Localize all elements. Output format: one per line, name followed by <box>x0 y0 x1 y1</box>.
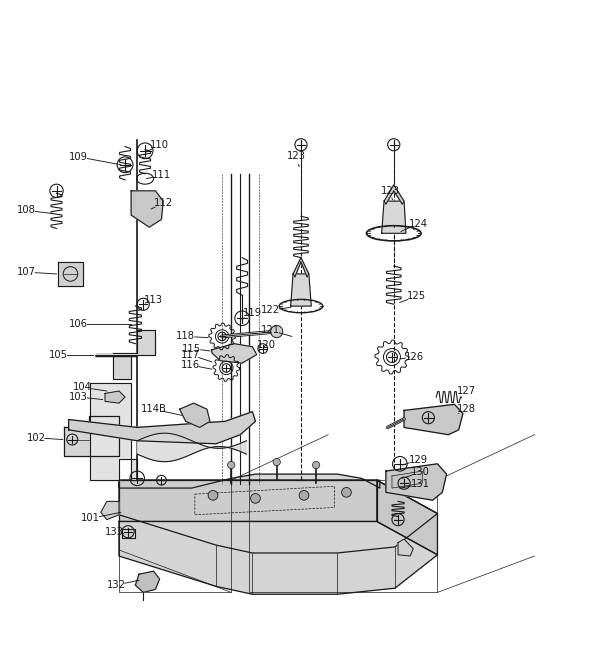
Text: 110: 110 <box>150 140 169 150</box>
Text: 122: 122 <box>261 305 280 315</box>
Circle shape <box>208 490 218 500</box>
Polygon shape <box>91 383 137 480</box>
Polygon shape <box>119 521 437 594</box>
Polygon shape <box>64 417 119 456</box>
Text: 113: 113 <box>144 295 163 305</box>
Polygon shape <box>386 464 446 500</box>
Polygon shape <box>137 433 246 462</box>
Polygon shape <box>69 411 255 444</box>
Circle shape <box>250 493 260 503</box>
Text: 127: 127 <box>457 386 476 396</box>
Text: 132: 132 <box>106 580 125 590</box>
Polygon shape <box>101 501 119 519</box>
Polygon shape <box>119 480 437 553</box>
Circle shape <box>271 326 283 338</box>
Text: 112: 112 <box>154 198 173 208</box>
Text: 125: 125 <box>407 292 426 301</box>
Polygon shape <box>119 474 380 488</box>
Text: 114B: 114B <box>140 404 167 414</box>
Circle shape <box>273 458 280 465</box>
Text: 130: 130 <box>411 467 430 477</box>
Text: 116: 116 <box>181 360 199 370</box>
Polygon shape <box>377 480 437 555</box>
Text: 106: 106 <box>69 319 88 329</box>
Text: 133: 133 <box>105 527 124 536</box>
Text: 128: 128 <box>457 404 476 414</box>
Text: 124: 124 <box>409 219 427 229</box>
Polygon shape <box>212 344 257 363</box>
Text: 131: 131 <box>411 479 430 490</box>
Text: 119: 119 <box>243 309 262 318</box>
Polygon shape <box>136 571 160 592</box>
Text: 126: 126 <box>405 352 424 362</box>
Polygon shape <box>384 185 404 204</box>
Text: 118: 118 <box>176 331 195 341</box>
Polygon shape <box>58 262 83 286</box>
Polygon shape <box>119 480 377 521</box>
Text: 108: 108 <box>17 205 36 215</box>
Circle shape <box>342 488 351 497</box>
Polygon shape <box>398 539 413 556</box>
Text: 109: 109 <box>69 152 88 162</box>
Polygon shape <box>105 391 125 403</box>
Polygon shape <box>291 274 311 306</box>
Text: 103: 103 <box>69 392 88 402</box>
Text: 121: 121 <box>261 326 280 335</box>
Text: 107: 107 <box>16 267 36 277</box>
Text: 117: 117 <box>181 350 199 359</box>
Text: 115: 115 <box>182 344 201 353</box>
Text: 129: 129 <box>409 455 427 465</box>
Circle shape <box>227 462 235 469</box>
Text: 123: 123 <box>287 150 306 161</box>
Polygon shape <box>382 201 406 233</box>
Polygon shape <box>404 404 463 435</box>
Text: 102: 102 <box>26 433 46 443</box>
Polygon shape <box>113 330 156 379</box>
Polygon shape <box>179 403 210 428</box>
Text: 101: 101 <box>81 514 100 523</box>
Circle shape <box>313 462 320 469</box>
Text: 123: 123 <box>381 186 399 196</box>
Text: 104: 104 <box>73 382 92 393</box>
Polygon shape <box>293 258 309 277</box>
Text: 111: 111 <box>152 170 171 180</box>
Text: 120: 120 <box>257 340 276 350</box>
Polygon shape <box>131 191 164 227</box>
Text: 105: 105 <box>49 350 68 359</box>
Circle shape <box>299 490 309 500</box>
